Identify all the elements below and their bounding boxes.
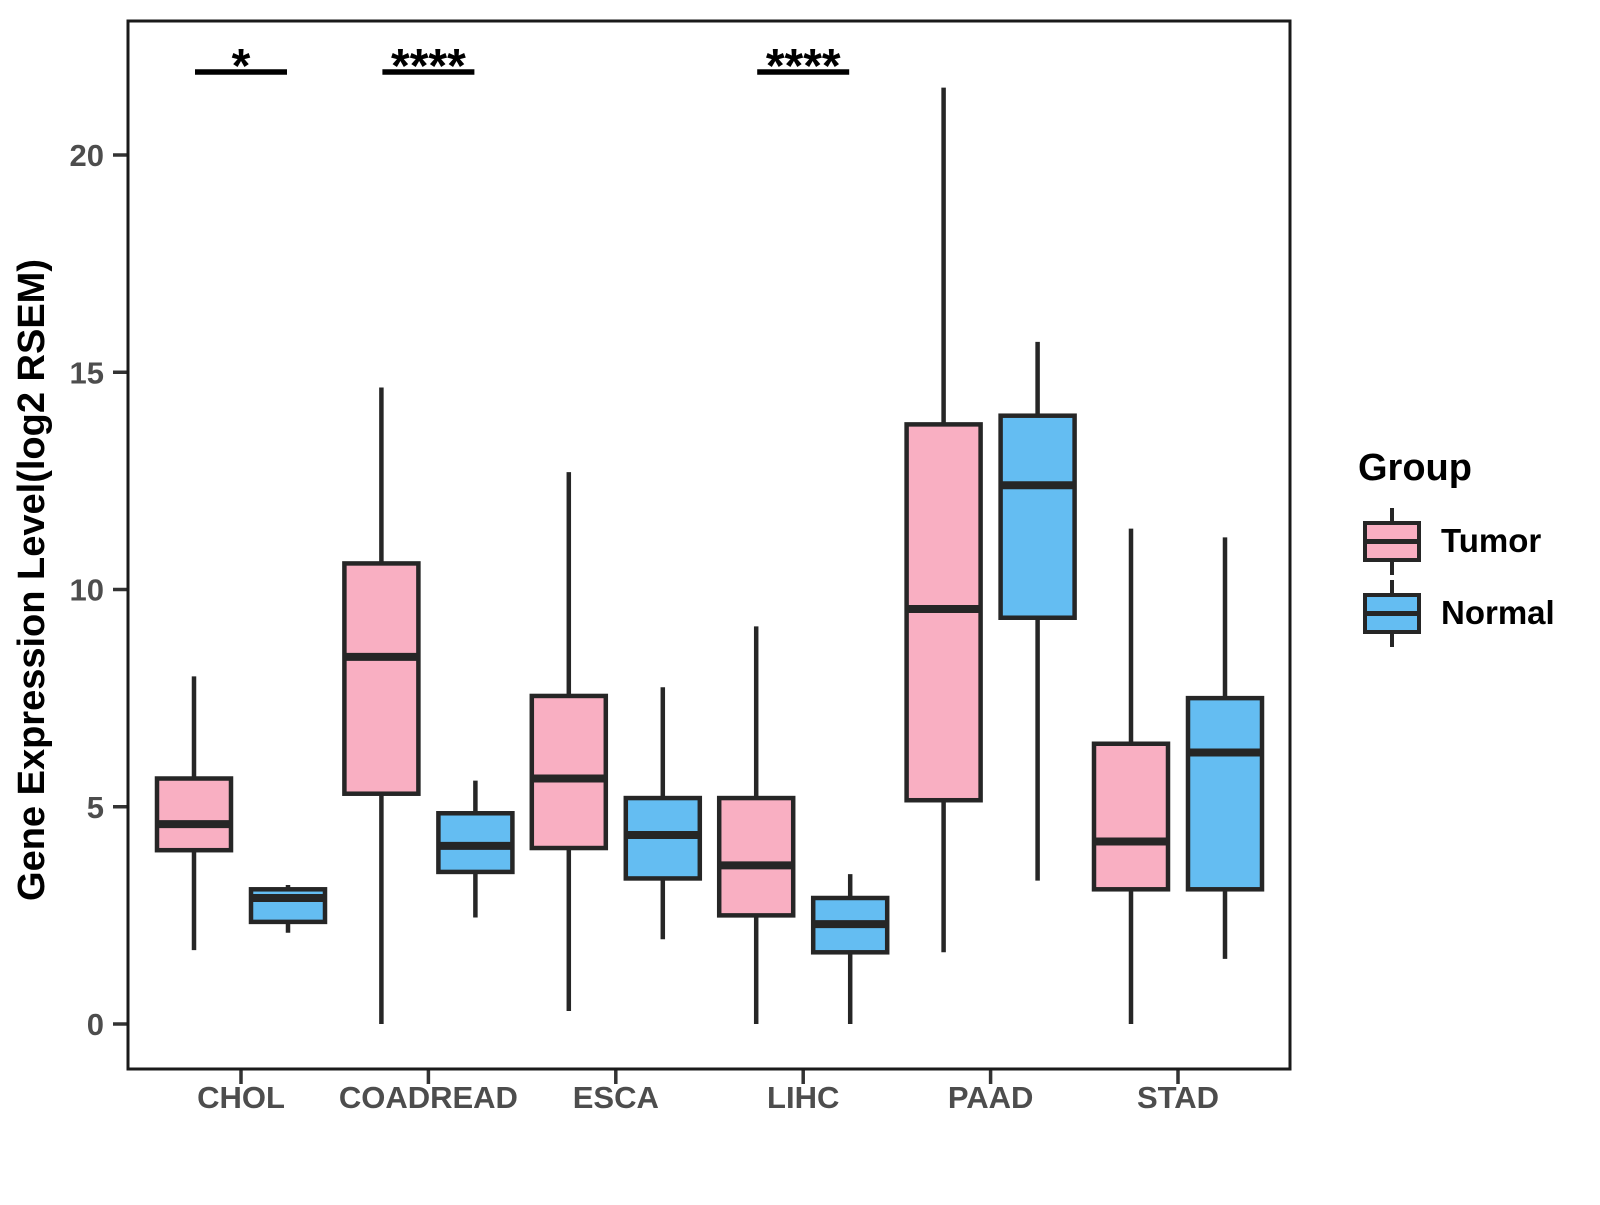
legend-label-tumor: Tumor: [1441, 522, 1541, 559]
box-paad-normal: [998, 413, 1077, 620]
y-axis-title: Gene Expression Level(log2 RSEM): [11, 259, 53, 901]
box-lihc-tumor: [716, 795, 796, 918]
significance-stars-lihc: ****: [766, 40, 841, 93]
box-coadread-tumor: [342, 561, 421, 796]
panel-border: [126, 19, 1292, 1071]
legend-title: Group: [1358, 447, 1472, 489]
y-tick-label: 0: [87, 1007, 104, 1042]
y-tick-label: 5: [87, 790, 104, 825]
y-tick-label: 15: [70, 355, 104, 390]
box-stad-normal: [1185, 695, 1265, 892]
box-esca-tumor: [529, 693, 609, 851]
x-tick-label-chol: CHOL: [197, 1080, 285, 1115]
significance-stars-coadread: ****: [391, 40, 466, 93]
box-stad-tumor: [1091, 741, 1171, 892]
x-tick-label-lihc: LIHC: [767, 1080, 839, 1115]
box-chol-tumor: [154, 776, 234, 853]
significance-stars-chol: *: [232, 40, 251, 93]
x-tick-label-esca: ESCA: [573, 1080, 659, 1115]
y-tick-label: 20: [70, 138, 104, 173]
x-tick-label-stad: STAD: [1137, 1080, 1219, 1115]
x-tick-label-paad: PAAD: [948, 1080, 1034, 1115]
x-tick-label-coadread: COADREAD: [339, 1080, 518, 1115]
y-tick-label: 10: [70, 573, 104, 608]
legend-label-normal: Normal: [1441, 594, 1555, 631]
